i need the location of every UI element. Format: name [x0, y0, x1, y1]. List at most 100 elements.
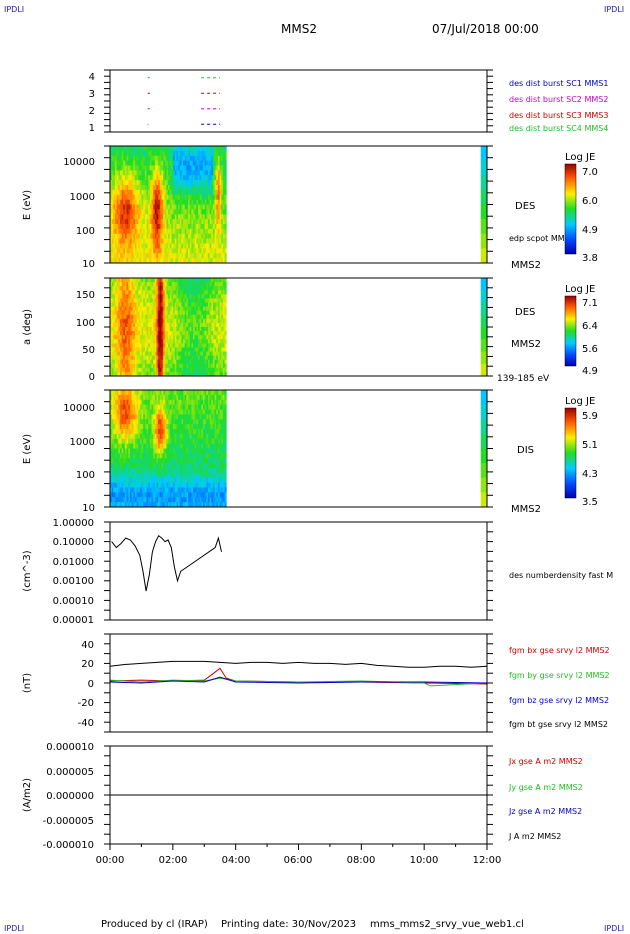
des-energy-cell — [156, 204, 159, 210]
dis-energy-cell — [116, 482, 119, 488]
des-energy-cell — [199, 253, 202, 259]
des-energy-cell — [138, 199, 141, 205]
dis-energy-cell — [158, 409, 161, 415]
dis-energy-cell — [149, 448, 152, 454]
dis-energy-cell — [126, 414, 129, 420]
des-energy-cell — [133, 253, 136, 259]
des-energy-cell — [171, 155, 174, 162]
dis-energy-cell — [149, 482, 152, 488]
des-energy-cell — [221, 155, 224, 162]
des-energy-cell — [183, 146, 186, 152]
des-pitch-cell — [141, 306, 144, 312]
corner-label-top-left: IPDLI — [4, 5, 25, 14]
dis-energy-cell — [119, 390, 123, 396]
des-energy-cell — [143, 146, 146, 152]
des-energy-cell — [124, 233, 128, 240]
dis-energy-cell — [148, 429, 151, 435]
dis-energy-cell — [216, 399, 219, 406]
des-energy-cell — [139, 238, 142, 244]
des-energy-cell — [171, 214, 174, 220]
des-pitch-cell — [151, 294, 154, 299]
des-energy-cell — [206, 224, 209, 230]
dis-energy-cell — [144, 433, 147, 440]
des-energy-cell — [156, 224, 159, 230]
dis-energy-cell — [184, 404, 187, 410]
dis-energy-cell — [119, 497, 123, 503]
des-pitch-cell — [214, 359, 217, 365]
des-pitch-cell — [159, 302, 162, 307]
des-energy-cell — [153, 185, 156, 191]
des-pitch-cell — [153, 298, 156, 303]
des-energy-cell — [202, 165, 206, 171]
dis-energy-cell — [131, 472, 134, 479]
des-energy-cell — [146, 253, 149, 259]
dis-energy-cell — [159, 443, 162, 449]
des-pitch-cell — [199, 367, 202, 373]
des-pitch-cell — [123, 298, 126, 303]
dis-energy-cell — [123, 409, 126, 415]
dis-energy-cell — [128, 438, 131, 445]
dis-energy-cell — [144, 438, 147, 445]
dis-energy-cell — [131, 409, 134, 415]
des-energy-cell — [158, 253, 161, 259]
dis-energy-cell — [168, 497, 171, 503]
des-energy-cell — [113, 258, 116, 264]
des-energy-cell — [159, 209, 162, 215]
dis-energy-cell — [139, 419, 142, 425]
corner-label-bottom-left: IPDLI — [4, 924, 25, 933]
dis-energy-cell — [204, 429, 207, 435]
dis-energy-cell — [126, 463, 129, 469]
des-energy-cell — [204, 155, 207, 162]
des-energy-cell — [149, 165, 152, 171]
des-energy-cell — [144, 175, 147, 181]
des-energy-cell — [166, 146, 169, 152]
des-pitch-cell — [216, 294, 219, 299]
dis-energy-cell — [206, 419, 209, 425]
des-pitch-cell — [207, 310, 211, 316]
des-pitch-cell — [131, 306, 134, 312]
dis-energy-cell — [129, 390, 132, 396]
des-energy-cell — [211, 155, 214, 162]
des-pitch-cell — [183, 294, 186, 299]
des-pitch-cell — [148, 314, 151, 320]
des-pitch-cell — [164, 318, 167, 324]
dis-energy-cell — [138, 419, 141, 425]
des-pitch-cell — [168, 343, 171, 348]
des-energy-cell — [179, 243, 182, 249]
dis-energy-cell — [136, 482, 139, 488]
des-pitch-cell — [128, 331, 131, 336]
des-energy-cell — [139, 233, 142, 240]
des-pitch-cell — [171, 339, 174, 344]
des-pitch-cell — [148, 359, 151, 365]
dis-energy-cell — [207, 472, 211, 479]
dis-energy-cell — [143, 404, 146, 410]
des-pitch-cell — [159, 282, 162, 287]
des-energy-cell — [189, 160, 192, 166]
des-energy-cell — [131, 155, 134, 162]
des-pitch-cell — [121, 314, 124, 320]
des-pitch-cell — [126, 355, 129, 361]
des-energy-cell — [211, 180, 214, 186]
dis-energy-cell — [194, 404, 197, 410]
des-energy-cell — [222, 160, 225, 166]
des-pitch-cell — [188, 310, 191, 316]
dis-energy-cell — [141, 482, 144, 488]
des-pitch-cell — [222, 355, 225, 361]
des-pitch-cell — [199, 363, 202, 369]
dis-energy-cell — [111, 443, 114, 449]
des-energy-cell — [136, 233, 139, 240]
des-energy-cell — [126, 199, 129, 205]
des-pitch-cell — [124, 314, 128, 320]
des-pitch-cell — [169, 335, 172, 340]
des-pitch-cell — [199, 347, 202, 352]
dis-energy-cell — [126, 443, 129, 449]
des-pitch-cell — [221, 347, 224, 352]
des-energy-cell — [219, 150, 222, 157]
des-pitch-cell — [129, 343, 132, 348]
dis-energy-cell — [174, 482, 177, 488]
des-pitch-cell — [204, 322, 207, 328]
des-energy-cell — [148, 248, 151, 254]
des-energy-cell — [110, 150, 113, 157]
des-energy-cell — [154, 199, 157, 205]
des-pitch-cell — [144, 278, 147, 283]
